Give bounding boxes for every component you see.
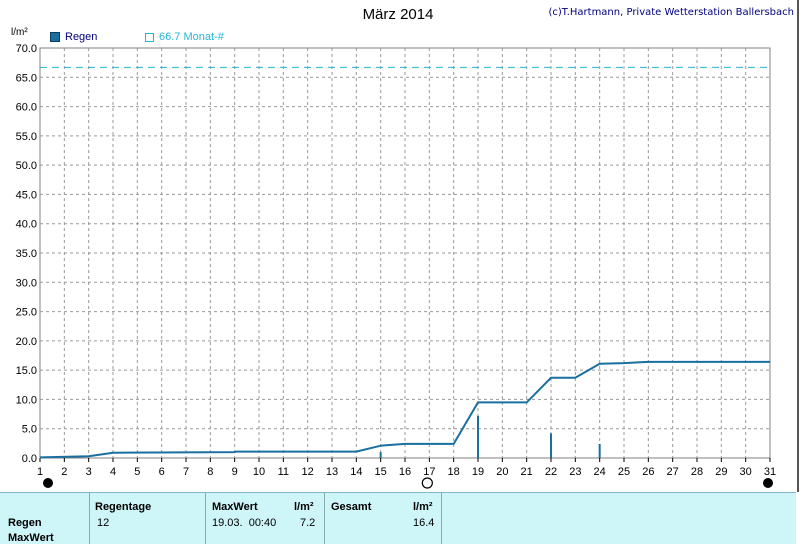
table-divider: [441, 493, 442, 544]
row-label-maxwert: MaxWert: [8, 532, 54, 544]
x-tick-label: 28: [691, 466, 703, 478]
chart-title: März 2014: [362, 6, 434, 23]
y-tick-label: 10.0: [16, 394, 37, 406]
x-tick-label: 3: [86, 466, 92, 478]
grid-layer: [39, 47, 771, 459]
daily-rain-bar: [379, 452, 382, 458]
x-tick-label: 10: [253, 466, 265, 478]
y-tick-label: 70.0: [16, 43, 37, 55]
moon-full-icon: [421, 477, 433, 489]
y-tick-label: 25.0: [16, 307, 37, 319]
daily-bars-layer: [379, 415, 601, 458]
x-tick-label: 5: [134, 466, 140, 478]
x-tick-label: 21: [521, 466, 533, 478]
value-gesamt: 16.4: [413, 517, 435, 529]
legend-rain: Regen: [50, 31, 97, 43]
x-tick-label: 16: [399, 466, 411, 478]
x-tick-label: 2: [61, 466, 67, 478]
y-tick-label: 65.0: [16, 72, 37, 84]
x-tick-label: 30: [740, 466, 752, 478]
x-tick-label: 6: [159, 466, 165, 478]
legend-rain-swatch: [50, 32, 60, 42]
header-maxwert-unit: l/m²: [294, 501, 314, 513]
summary-table: Regen MaxWert Regentage 12 MaxWert l/m² …: [0, 492, 796, 544]
x-tick-label: 26: [642, 466, 654, 478]
x-tick-label: 13: [326, 466, 338, 478]
x-tick-label: 11: [278, 466, 289, 478]
header-gesamt: Gesamt: [331, 501, 372, 513]
table-divider: [205, 493, 206, 544]
table-divider: [324, 493, 325, 544]
y-tick-label: 50.0: [16, 160, 37, 172]
header-regentage: Regentage: [95, 501, 152, 513]
daily-rain-bar: [550, 433, 552, 458]
legend-month-label: 66.7 Monat-#: [159, 31, 224, 43]
header-maxwert: MaxWert: [212, 501, 258, 513]
y-tick-label: 0.0: [22, 453, 37, 465]
value-regentage: 12: [97, 517, 110, 529]
x-tick-label: 8: [207, 466, 213, 478]
x-tick-label: 1: [37, 466, 43, 478]
cumulative-line-layer: [39, 360, 770, 459]
y-tick-label: 30.0: [16, 277, 37, 289]
table-divider: [89, 493, 90, 544]
y-tick-label: 55.0: [16, 131, 37, 143]
x-tick-label: 14: [350, 466, 362, 478]
header-gesamt-unit: l/m²: [413, 501, 433, 513]
moon-markers-layer: [43, 477, 773, 489]
y-tick-label: 15.0: [16, 365, 37, 377]
y-tick-label: 35.0: [16, 248, 37, 260]
legend-rain-label: Regen: [65, 31, 98, 43]
x-tick-label: 17: [423, 466, 435, 478]
y-axis-unit: l/m²: [11, 27, 28, 38]
legend-month-swatch: [145, 32, 154, 42]
x-tick-label: 18: [448, 466, 460, 478]
legend-month: 66.7 Monat-#: [145, 31, 224, 43]
value-max: 7.2: [300, 517, 316, 529]
y-tick-label: 45.0: [16, 189, 37, 201]
moon-new-icon: [763, 478, 773, 488]
window-edge: [797, 0, 799, 492]
x-tick-label: 20: [496, 466, 508, 478]
copyright-text: (c)T.Hartmann, Private Wetterstation Bal…: [548, 7, 794, 18]
x-tick-label: 24: [594, 466, 606, 478]
x-axis-ticks: 1 2 3 4 5 6 7 8 9 10 11 12 13 14 15 16 17 18 19 20 21 22 23 24 2…: [37, 458, 776, 478]
x-tick-label: 29: [715, 466, 727, 478]
x-tick-label: 9: [232, 466, 238, 478]
x-tick-label: 7: [183, 466, 189, 478]
x-tick-label: 22: [545, 466, 557, 478]
rain-chart: 0.0 5.0 10.0 15.0 20.0 25.0 30.0 35.0 40.0 45.0 50…: [16, 43, 776, 489]
value-max-datetime: 19.03. 00:40: [212, 517, 277, 529]
cumulative-rain-line: [39, 360, 770, 459]
moon-new-icon: [43, 478, 53, 488]
y-tick-label: 20.0: [16, 336, 37, 348]
y-tick-label: 60.0: [16, 102, 37, 114]
y-tick-label: 5.0: [22, 424, 37, 436]
x-tick-label: 23: [569, 466, 581, 478]
daily-rain-bar: [477, 415, 479, 458]
x-tick-label: 15: [375, 466, 387, 478]
x-tick-label: 12: [302, 466, 314, 478]
x-tick-label: 27: [667, 466, 679, 478]
x-tick-label: 4: [110, 466, 116, 478]
y-tick-label: 40.0: [16, 219, 37, 231]
x-tick-label: 19: [472, 466, 484, 478]
daily-rain-bar: [598, 443, 601, 458]
x-tick-label: 25: [618, 466, 630, 478]
row-label-regen: Regen: [8, 517, 42, 529]
x-tick-label: 31: [764, 466, 776, 478]
y-axis-ticks: 0.0 5.0 10.0 15.0 20.0 25.0 30.0 35.0 40.0 45.0 50…: [16, 43, 37, 465]
